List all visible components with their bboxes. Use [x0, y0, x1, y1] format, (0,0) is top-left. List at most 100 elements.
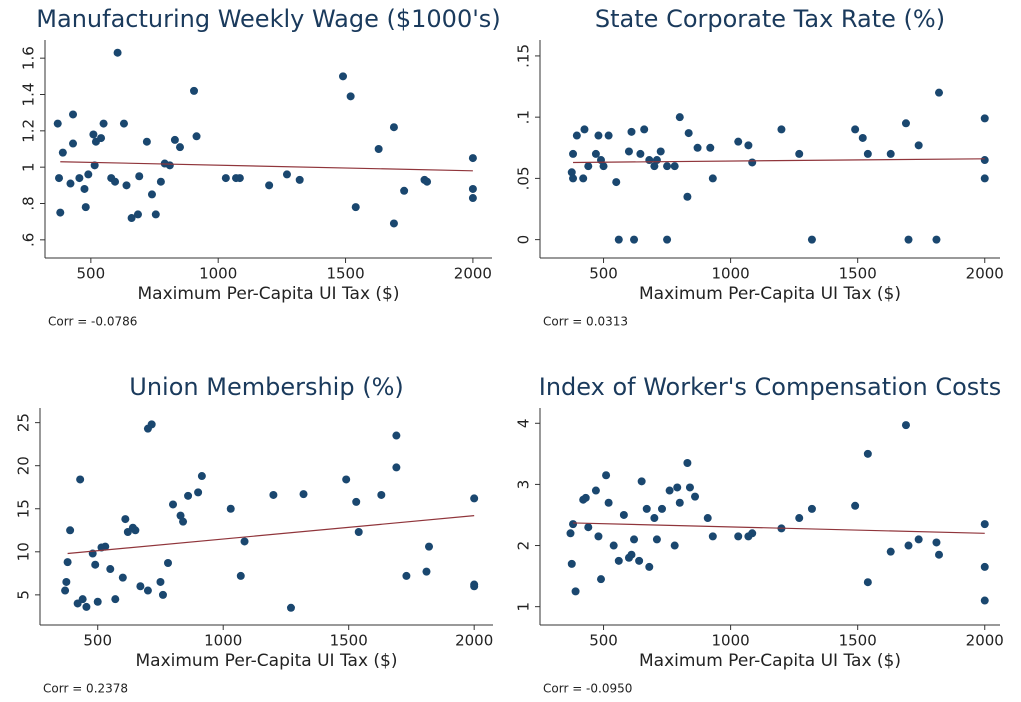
point [82, 602, 91, 611]
point [190, 86, 198, 95]
point [637, 477, 646, 486]
point [169, 500, 178, 509]
y-tick-label: 25 [15, 413, 33, 432]
y-tick-label: 5 [15, 590, 33, 600]
x-tick-label: 1000 [712, 265, 750, 283]
point [703, 514, 712, 523]
x-tick-label: 2000 [455, 632, 493, 650]
point [777, 125, 786, 134]
y-tick-label: .1 [515, 110, 533, 124]
x-tick-label: 1500 [330, 632, 368, 650]
point [683, 192, 692, 201]
point [656, 147, 665, 156]
point [282, 170, 291, 179]
point [635, 556, 644, 565]
point [122, 181, 131, 190]
point [374, 145, 383, 153]
point [61, 586, 70, 595]
point [156, 177, 165, 186]
point [675, 498, 684, 507]
y-tick-label: 15 [15, 499, 33, 518]
panel: Union Membership (%) 500 1000 1500 2000 5 10 15… [15, 373, 494, 696]
point [143, 586, 152, 595]
fit-line [60, 161, 473, 172]
point [93, 597, 102, 606]
point [594, 131, 603, 140]
point [980, 114, 989, 123]
point [932, 235, 941, 244]
point [675, 113, 684, 122]
point [693, 143, 702, 152]
point [980, 520, 989, 529]
point [69, 110, 78, 119]
point [627, 127, 636, 136]
point [84, 170, 93, 179]
point [795, 514, 804, 523]
y-tick-label: 3 [515, 480, 533, 490]
point [78, 595, 87, 604]
y-tick-label: 2 [515, 541, 533, 551]
point [106, 565, 115, 574]
point [604, 498, 613, 507]
point [55, 174, 64, 183]
corr-annotation: Corr = 0.2378 [43, 682, 128, 696]
point [299, 490, 308, 499]
point [165, 161, 174, 170]
point [235, 174, 244, 183]
panel: Manufacturing Weekly Wage ($1000's) 500 10… [20, 5, 501, 329]
x-tick-label: 1000 [712, 632, 750, 650]
point [980, 596, 989, 605]
point [609, 541, 618, 550]
point [58, 148, 67, 157]
point [886, 547, 895, 556]
point [594, 532, 603, 541]
point [673, 483, 682, 492]
point [133, 210, 142, 219]
point [156, 577, 165, 586]
point [627, 550, 636, 559]
point [795, 149, 804, 158]
point [650, 514, 659, 523]
point [147, 190, 156, 199]
point [571, 587, 580, 596]
point [642, 504, 651, 513]
y-tick-label: .15 [515, 44, 533, 68]
point [151, 210, 160, 219]
point [470, 494, 479, 503]
x-tick-label: 500 [77, 265, 106, 283]
point [468, 194, 477, 203]
x-tick-label: 500 [589, 632, 618, 650]
point [339, 72, 347, 81]
point [158, 590, 167, 599]
fit-line [573, 522, 985, 534]
point [468, 154, 477, 163]
point [602, 471, 611, 480]
point [935, 550, 944, 559]
point [851, 501, 860, 510]
point [192, 132, 201, 141]
point [591, 149, 600, 158]
point [663, 162, 672, 171]
point [901, 119, 910, 128]
point [69, 139, 78, 148]
point [111, 177, 120, 186]
corr-annotation: Corr = -0.0786 [48, 315, 137, 329]
point [572, 131, 581, 140]
panel-title: Manufacturing Weekly Wage ($1000's) [36, 5, 500, 33]
point [342, 475, 351, 484]
corr-annotation: Corr = -0.0950 [543, 682, 632, 696]
point [652, 535, 661, 544]
point [748, 529, 757, 538]
point [748, 158, 757, 167]
point [935, 88, 944, 97]
point [596, 575, 605, 584]
x-tick-label: 2000 [966, 632, 1004, 650]
y-tick-label: 4 [515, 419, 533, 429]
point [708, 174, 717, 183]
point [194, 488, 203, 497]
point [400, 186, 409, 195]
point [630, 235, 639, 244]
point [131, 526, 140, 535]
point [351, 203, 360, 212]
point [734, 137, 743, 146]
